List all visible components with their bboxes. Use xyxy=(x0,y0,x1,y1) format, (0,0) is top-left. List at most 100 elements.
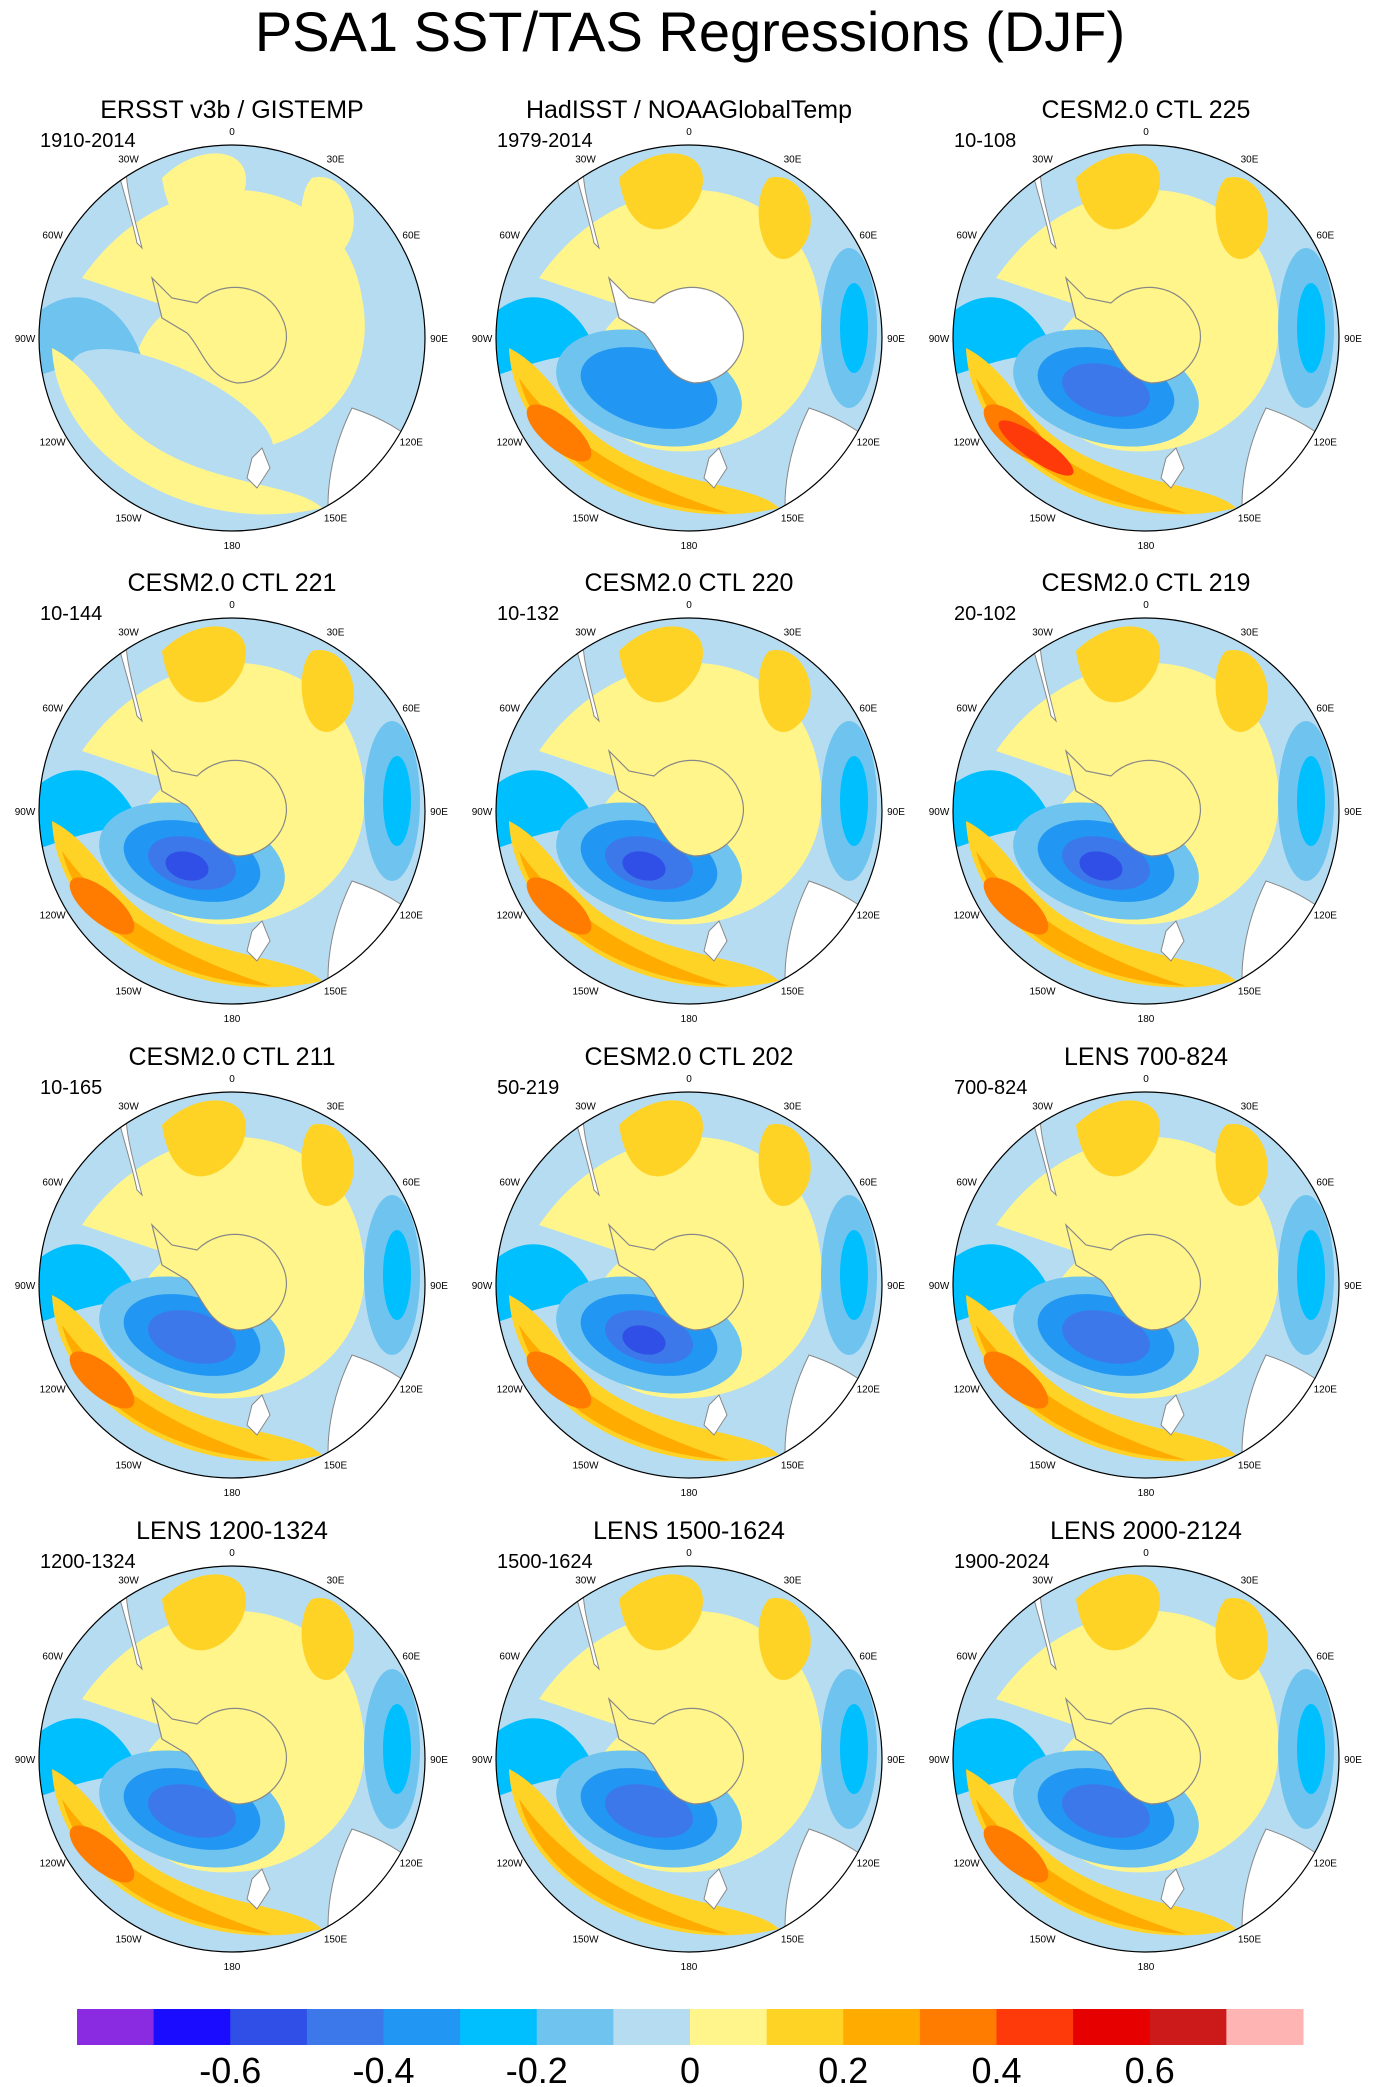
field-contour xyxy=(1076,1574,1160,1651)
new-zealand-outline xyxy=(703,447,728,489)
colorbar-swatch xyxy=(843,2009,921,2045)
longitude-label: 60W xyxy=(42,704,63,715)
panel-title: CESM2.0 CTL 221 xyxy=(127,569,337,597)
panel-period: 10-165 xyxy=(40,1077,103,1099)
longitude-label: 120E xyxy=(857,438,881,449)
polar-map: 0 30E 60E 90E 120E 150E 180 150W 120W 90W 60W 30W xyxy=(472,127,906,552)
longitude-label: 120E xyxy=(1314,438,1338,449)
field-contour xyxy=(840,1230,868,1320)
polar-map: 0 30E 60E 90E 120E 150E 180 150W 120W 90W 60W 30W xyxy=(15,1074,449,1499)
longitude-label: 180 xyxy=(681,541,698,552)
longitude-label: 180 xyxy=(1138,1014,1155,1025)
new-zealand-outline xyxy=(246,447,271,489)
longitude-label: 0 xyxy=(686,127,692,138)
map-panel: LENS 2000-2124 1900-2024 0 30E 60E 90E 120E 150… xyxy=(916,1516,1376,1986)
longitude-label: 150E xyxy=(324,513,348,524)
field-contour xyxy=(622,851,666,881)
longitude-label: 150E xyxy=(781,1460,805,1471)
longitude-label: 120W xyxy=(954,911,981,922)
longitude-label: 30E xyxy=(784,1102,802,1113)
map-boundary xyxy=(495,1565,883,1953)
longitude-label: 150W xyxy=(1029,1460,1056,1471)
antarctica-outline xyxy=(607,1223,744,1331)
field-contour xyxy=(1062,1310,1150,1364)
field-contour xyxy=(758,1598,811,1680)
field-contour xyxy=(983,877,1049,935)
longitude-label: 120E xyxy=(400,438,424,449)
field-contour xyxy=(165,851,209,881)
longitude-label: 150W xyxy=(572,1934,599,1945)
longitude-label: 150W xyxy=(1029,986,1056,997)
new-zealand-outline xyxy=(1160,447,1185,489)
longitude-label: 150E xyxy=(781,986,805,997)
longitude-label: 60W xyxy=(499,1652,520,1663)
longitude-label: 30W xyxy=(118,628,139,639)
polar-map: 0 30E 60E 90E 120E 150E 180 150W 120W 90W 60W 30W xyxy=(472,1548,906,1973)
field-contour xyxy=(1079,851,1123,881)
field-contour xyxy=(70,349,274,467)
field-contour xyxy=(1215,1124,1268,1206)
field-contour xyxy=(526,404,592,462)
longitude-label: 0 xyxy=(229,1548,235,1559)
polar-map: 0 30E 60E 90E 120E 150E 180 150W 120W 90W 60W 30W xyxy=(929,1074,1363,1499)
longitude-label: 30W xyxy=(118,1576,139,1587)
africa-outline xyxy=(316,1566,373,1591)
longitude-label: 60E xyxy=(402,704,420,715)
longitude-label: 120W xyxy=(40,911,67,922)
polar-map: 0 30E 60E 90E 120E 150E 180 150W 120W 90W 60W 30W xyxy=(472,600,906,1025)
colorbar-tick-label: 0.6 xyxy=(1125,2050,1175,2087)
longitude-label: 180 xyxy=(1138,541,1155,552)
new-zealand-outline xyxy=(246,1868,271,1910)
new-zealand-outline xyxy=(1160,1868,1185,1910)
longitude-label: 90W xyxy=(929,334,950,345)
map-panel: LENS 1200-1324 1200-1324 0 30E 60E 90E 120E 150… xyxy=(2,1516,462,1986)
longitude-label: 30E xyxy=(784,155,802,166)
longitude-label: 30E xyxy=(1241,628,1259,639)
longitude-label: 0 xyxy=(1143,127,1149,138)
field-contour xyxy=(840,283,868,373)
longitude-label: 60E xyxy=(859,231,877,242)
longitude-label: 30W xyxy=(118,1102,139,1113)
new-zealand-outline xyxy=(246,920,271,962)
field-contour xyxy=(383,1704,411,1794)
panel-title: CESM2.0 CTL 211 xyxy=(128,1043,336,1071)
new-zealand-outline xyxy=(1160,1394,1185,1436)
field-contour xyxy=(383,1230,411,1320)
longitude-label: 120E xyxy=(400,911,424,922)
field-contour xyxy=(840,1704,868,1794)
panel-title: LENS 700-824 xyxy=(1063,1043,1228,1071)
longitude-label: 150W xyxy=(115,986,142,997)
longitude-label: 30W xyxy=(575,155,596,166)
panel-title: CESM2.0 CTL 202 xyxy=(584,1043,794,1071)
longitude-label: 0 xyxy=(1143,1548,1149,1559)
longitude-label: 60E xyxy=(1316,1652,1334,1663)
field-contour xyxy=(69,877,135,935)
field-contour xyxy=(619,1100,703,1177)
polar-map: 0 30E 60E 90E 120E 150E 180 150W 120W 90W 60W 30W xyxy=(929,127,1363,552)
longitude-label: 120W xyxy=(497,1859,524,1870)
field-contour xyxy=(52,348,322,515)
longitude-label: 180 xyxy=(681,1962,698,1973)
colorbar-swatch xyxy=(306,2009,385,2045)
map-panel: ERSST v3b / GISTEMP 1910-2014 0 30E 60E 90E 12… xyxy=(2,95,462,565)
longitude-label: 60E xyxy=(1316,704,1334,715)
longitude-label: 60W xyxy=(956,1178,977,1189)
panel-title: LENS 1200-1324 xyxy=(136,1517,328,1545)
colorbar-swatch xyxy=(153,2009,231,2045)
map-panel: LENS 700-824 700-824 0 30E 60E 90E 120E 150E 180… xyxy=(916,1042,1376,1512)
longitude-label: 150W xyxy=(572,986,599,997)
figure-title: PSA1 SST/TAS Regressions (DJF) xyxy=(254,0,1126,63)
colorbar-swatch xyxy=(230,2009,308,2045)
field-contour xyxy=(1062,1784,1150,1838)
field-contour xyxy=(162,153,246,230)
longitude-label: 120W xyxy=(40,1385,67,1396)
colorbar-swatch xyxy=(919,2009,998,2045)
field-contour xyxy=(162,626,246,703)
longitude-label: 60W xyxy=(499,231,520,242)
map-boundary xyxy=(952,617,1340,1005)
colorbar-swatch xyxy=(996,2009,1074,2045)
longitude-label: 150E xyxy=(781,1934,805,1945)
colorbar-tick-label: -0.2 xyxy=(506,2050,568,2087)
longitude-label: 30W xyxy=(1032,155,1053,166)
longitude-label: 30W xyxy=(118,155,139,166)
